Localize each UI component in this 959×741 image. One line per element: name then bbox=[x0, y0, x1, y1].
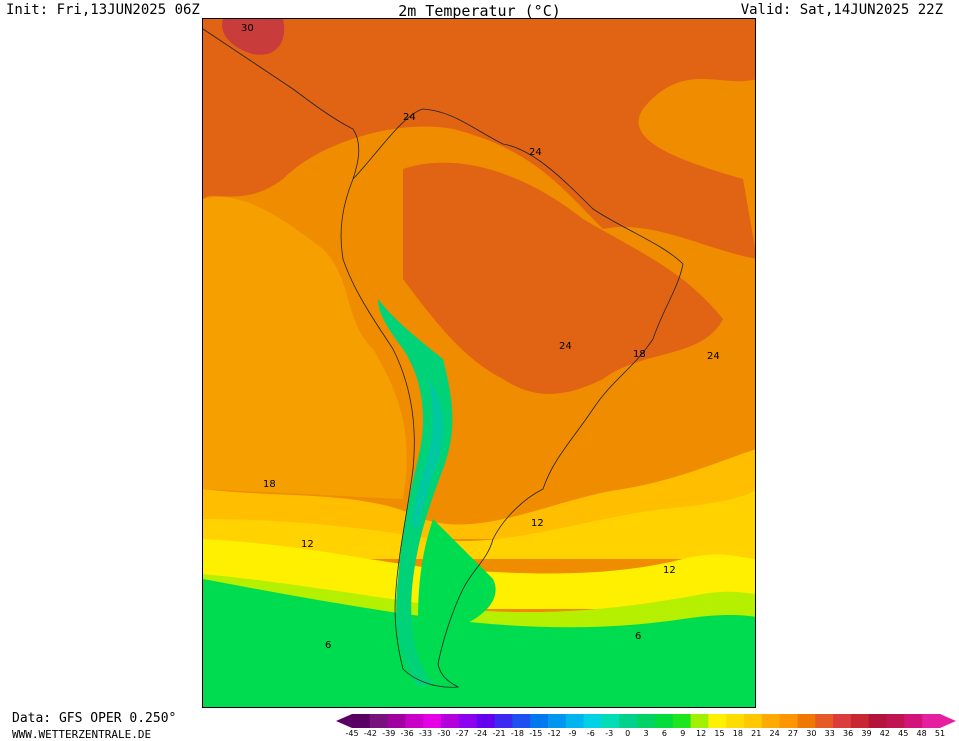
legend-tick-label: 12 bbox=[696, 729, 707, 738]
legend-swatch bbox=[441, 714, 460, 728]
contour-label: 6 bbox=[635, 631, 642, 642]
hotspot-30 bbox=[222, 19, 285, 55]
contour-label: 30 bbox=[241, 23, 254, 34]
legend-tick-label: -33 bbox=[418, 729, 433, 738]
legend-swatch bbox=[458, 714, 478, 728]
legend-tick-label: -9 bbox=[568, 729, 577, 738]
legend-swatch bbox=[530, 714, 549, 728]
legend-tick-label: 18 bbox=[732, 729, 743, 738]
legend-tick-label: 24 bbox=[769, 729, 780, 738]
legend-tick-label: -39 bbox=[382, 729, 396, 738]
legend-swatch bbox=[744, 714, 763, 728]
contour-label: 18 bbox=[633, 349, 646, 360]
legend-tick-label: 39 bbox=[861, 729, 872, 738]
legend-swatch bbox=[708, 714, 727, 728]
legend-tick-label: -36 bbox=[400, 729, 414, 738]
legend-swatch bbox=[637, 714, 656, 728]
legend-arrow-right bbox=[940, 714, 956, 728]
legend-swatch bbox=[494, 714, 513, 728]
init-time-label: Init: Fri,13JUN2025 06Z bbox=[6, 2, 200, 18]
legend-swatch bbox=[387, 714, 406, 728]
color-legend: -45 -42 -39 -36 -33 -30 -27 -24 -21 -18 -15 -12 -9 -6… bbox=[336, 713, 956, 741]
south-america-coastline bbox=[340, 108, 684, 688]
legend-swatch bbox=[833, 714, 852, 728]
patagonia-green bbox=[418, 519, 496, 629]
legend-swatch bbox=[761, 714, 781, 728]
contour-label: 24 bbox=[403, 112, 416, 123]
contour-label: 24 bbox=[707, 351, 720, 362]
legend-tick-label: -15 bbox=[529, 729, 543, 738]
legend-swatch bbox=[601, 714, 620, 728]
temperature-field bbox=[203, 19, 755, 707]
legend-tick-label: -21 bbox=[492, 729, 506, 738]
legend-tick-label: -30 bbox=[437, 729, 451, 738]
legend-swatch bbox=[423, 714, 442, 728]
band-6 bbox=[203, 579, 755, 707]
legend-swatch bbox=[672, 714, 692, 728]
legend-tick-label: 15 bbox=[714, 729, 725, 738]
legend-swatch bbox=[726, 714, 745, 728]
band-21-west bbox=[203, 197, 407, 499]
legend-swatch bbox=[583, 714, 602, 728]
legend-colorbar bbox=[336, 714, 956, 728]
band-15 bbox=[203, 490, 755, 559]
legend-tick-label: -24 bbox=[474, 729, 488, 738]
legend-swatch bbox=[476, 714, 496, 728]
temperature-map: 30 24 24 24 18 24 18 12 12 12 6 6 bbox=[202, 18, 756, 708]
andes-colder bbox=[411, 379, 444, 529]
legend-swatch bbox=[868, 714, 888, 728]
legend-swatch bbox=[922, 714, 941, 728]
legend-tick-label: 30 bbox=[806, 729, 817, 738]
legend-swatch bbox=[815, 714, 834, 728]
legend-tick-label: -18 bbox=[510, 729, 524, 738]
legend-tick-label: -3 bbox=[605, 729, 614, 738]
legend-tick-label: 33 bbox=[824, 729, 835, 738]
contour-label: 24 bbox=[559, 341, 572, 352]
legend-swatch bbox=[512, 714, 531, 728]
legend-tick-label: 45 bbox=[898, 729, 909, 738]
legend-swatch bbox=[565, 714, 585, 728]
band-27-north bbox=[203, 19, 755, 259]
contour-label: 24 bbox=[529, 147, 542, 158]
legend-tick-label: 0 bbox=[625, 729, 631, 738]
legend-tick-label: 9 bbox=[680, 729, 686, 738]
legend-tick-label: -45 bbox=[345, 729, 359, 738]
contour-label: 12 bbox=[531, 518, 544, 529]
legend-tick-label: 6 bbox=[661, 729, 667, 738]
legend-tick-label: 48 bbox=[916, 729, 927, 738]
contour-label: 12 bbox=[663, 565, 676, 576]
legend-tick-label: 21 bbox=[751, 729, 762, 738]
central-america-coastline bbox=[203, 28, 360, 180]
contour-label: 18 bbox=[263, 479, 276, 490]
legend-swatch bbox=[904, 714, 923, 728]
legend-tick-label: 42 bbox=[879, 729, 890, 738]
legend-tick-label: -42 bbox=[363, 729, 377, 738]
band-27-amazon bbox=[403, 162, 723, 394]
legend-swatch bbox=[779, 714, 798, 728]
legend-arrow-left bbox=[336, 714, 352, 728]
legend-tick-label: -12 bbox=[547, 729, 561, 738]
contour-label: 12 bbox=[301, 539, 314, 550]
legend-swatch bbox=[548, 714, 567, 728]
legend-tick-label: 27 bbox=[787, 729, 799, 738]
legend-swatch bbox=[797, 714, 816, 728]
legend-tick-label: 51 bbox=[934, 729, 946, 738]
legend-swatch bbox=[405, 714, 424, 728]
legend-swatch bbox=[690, 714, 709, 728]
legend-swatch bbox=[850, 714, 870, 728]
legend-swatch bbox=[369, 714, 389, 728]
data-source-label: Data: GFS OPER 0.250° bbox=[12, 711, 177, 726]
legend-swatch bbox=[886, 714, 905, 728]
website-label: WWW.WETTERZENTRALE.DE bbox=[12, 728, 152, 741]
legend-tick-label: 36 bbox=[843, 729, 854, 738]
legend-swatch bbox=[619, 714, 638, 728]
legend-tick-label: -27 bbox=[455, 729, 469, 738]
legend-tick-label: -6 bbox=[586, 729, 595, 738]
contour-label: 6 bbox=[325, 640, 332, 651]
legend-swatch bbox=[352, 714, 371, 728]
legend-swatch bbox=[654, 714, 674, 728]
map-title: 2m Temperatur (°C) bbox=[398, 2, 561, 20]
legend-tick-label: 3 bbox=[643, 729, 649, 738]
valid-time-label: Valid: Sat,14JUN2025 22Z bbox=[740, 2, 943, 18]
